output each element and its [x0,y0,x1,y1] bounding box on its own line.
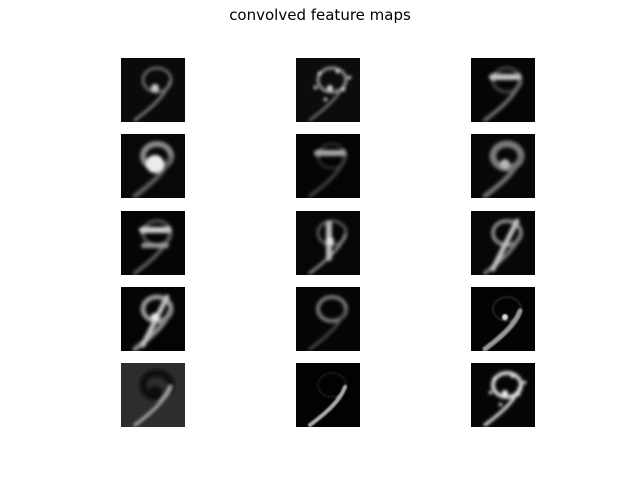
feature-map-1-1 [121,58,185,122]
digit-nine-response-image [296,363,360,427]
feature-map-3-1 [121,211,185,275]
feature-map-4-2 [296,287,360,351]
digit-nine-response-image [296,211,360,275]
feature-map-1-2 [296,58,360,122]
digit-nine-response-image [121,211,185,275]
feature-map-5-1 [121,363,185,427]
feature-map-5-3 [471,363,535,427]
digit-nine-response-image [296,134,360,198]
feature-map-2-2 [296,134,360,198]
digit-nine-response-image [121,134,185,198]
digit-nine-response-image [296,58,360,122]
digit-nine-response-image [471,58,535,122]
digit-nine-response-image [121,58,185,122]
feature-map-5-2 [296,363,360,427]
digit-nine-response-image [471,287,535,351]
feature-map-4-3 [471,287,535,351]
digit-nine-response-image [296,287,360,351]
digit-nine-response-image [471,134,535,198]
digit-nine-response-image [471,363,535,427]
digit-nine-response-image [121,363,185,427]
digit-nine-response-image [471,211,535,275]
feature-map-2-1 [121,134,185,198]
feature-map-3-2 [296,211,360,275]
feature-map-4-1 [121,287,185,351]
figure-title: convolved feature maps [229,6,411,24]
digit-nine-response-image [121,287,185,351]
feature-map-2-3 [471,134,535,198]
feature-map-1-3 [471,58,535,122]
feature-map-3-3 [471,211,535,275]
